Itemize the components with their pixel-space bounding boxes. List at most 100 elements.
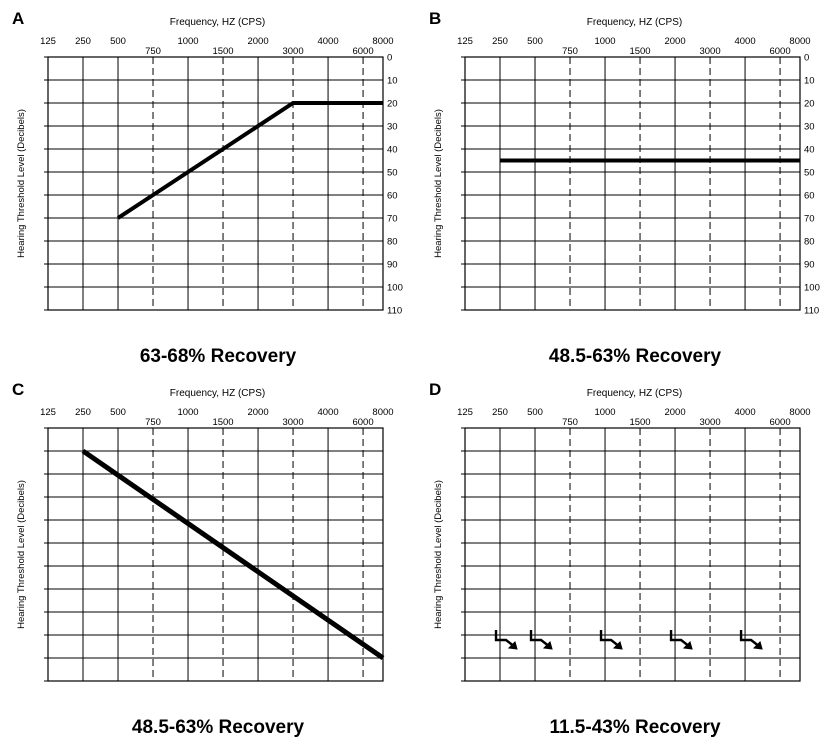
plot-frame [47,56,384,311]
y-tick-label: 110 [387,306,402,317]
y-tick-label: 30 [804,122,815,133]
y-tick-label: 40 [387,145,398,156]
y-tick-label: 60 [804,191,815,202]
x-tick-label: 250 [75,407,91,418]
x-tick-label: 6000 [769,417,790,428]
x-axis-title: Frequency, HZ (CPS) [170,388,265,399]
x-tick-label: 3000 [699,417,720,428]
x-tick-label: 125 [457,407,473,418]
x-tick-label: 500 [527,407,543,418]
x-tick-label: 250 [492,36,508,47]
audiogram-panel-b: B Frequency, HZ (CPS) Hearing Threshold Le… [417,0,833,371]
no-response-marker [599,630,623,650]
x-tick-label: 1500 [212,46,233,57]
y-tick-label: 100 [387,283,403,294]
plot-frame [47,427,384,682]
plot-frame [464,56,801,311]
y-tick-label: 90 [387,260,398,271]
x-tick-label: 2000 [664,36,685,47]
recovery-caption: 48.5-63% Recovery [549,346,722,367]
y-tick-label: 80 [804,237,815,248]
x-tick-label: 8000 [789,407,810,418]
x-tick-label: 250 [75,36,91,47]
audiogram-panel-d: D Frequency, HZ (CPS) Hearing Threshold Le… [417,371,833,742]
x-tick-label: 1000 [177,407,198,418]
x-tick-label: 1000 [594,36,615,47]
x-tick-label: 8000 [372,36,393,47]
no-response-marker [669,630,693,650]
recovery-caption: 63-68% Recovery [140,346,297,367]
panel-letter: B [429,9,441,28]
audiogram-svg: A Frequency, HZ (CPS) Hearing Threshold Le… [12,9,403,367]
x-tick-label: 4000 [317,36,338,47]
series-line [116,101,383,220]
y-axis-title: Hearing Threshold Level (Decibels) [433,109,444,258]
y-tick-label: 40 [804,145,815,156]
x-tick-label: 6000 [352,417,373,428]
recovery-caption: 48.5-63% Recovery [132,717,305,738]
y-tick-label: 110 [804,306,819,317]
x-tick-label: 500 [110,407,126,418]
y-axis-title: Hearing Threshold Level (Decibels) [16,480,27,629]
y-tick-label: 20 [387,99,398,110]
y-axis-title: Hearing Threshold Level (Decibels) [433,480,444,629]
x-tick-label: 1000 [177,36,198,47]
y-axis-title: Hearing Threshold Level (Decibels) [16,109,27,258]
panel-letter: D [429,380,441,399]
x-tick-label: 250 [492,407,508,418]
audiogram-svg: C Frequency, HZ (CPS) Hearing Threshold Le… [12,380,394,738]
audiogram-svg: D Frequency, HZ (CPS) Hearing Threshold Le… [429,380,811,738]
panel-letter: A [12,9,24,28]
x-tick-label: 4000 [734,36,755,47]
audiogram-panel-c: C Frequency, HZ (CPS) Hearing Threshold Le… [0,371,416,742]
recovery-caption: 11.5-43% Recovery [549,717,721,738]
no-response-marker [494,630,518,650]
x-tick-label: 3000 [282,417,303,428]
x-axis-title: Frequency, HZ (CPS) [170,17,265,28]
x-tick-label: 4000 [734,407,755,418]
y-tick-label: 0 [387,53,392,64]
x-tick-label: 750 [145,46,161,57]
y-tick-label: 50 [804,168,815,179]
y-tick-label: 70 [387,214,398,225]
x-tick-label: 3000 [699,46,720,57]
y-tick-label: 80 [387,237,398,248]
y-tick-label: 10 [387,76,398,87]
x-tick-label: 500 [527,36,543,47]
y-tick-label: 100 [804,283,820,294]
y-tick-label: 0 [804,53,809,64]
x-tick-label: 125 [457,36,473,47]
x-tick-label: 2000 [664,407,685,418]
series-line [81,448,385,661]
y-tick-label: 50 [387,168,398,179]
y-tick-label: 20 [804,99,815,110]
no-response-marker [529,630,553,650]
x-tick-label: 750 [562,46,578,57]
x-tick-label: 2000 [247,407,268,418]
audiogram-svg: B Frequency, HZ (CPS) Hearing Threshold Le… [429,9,820,367]
x-tick-label: 1500 [629,417,650,428]
y-tick-label: 60 [387,191,398,202]
x-tick-label: 125 [40,36,56,47]
x-tick-label: 3000 [282,46,303,57]
x-tick-label: 8000 [372,407,393,418]
x-tick-label: 2000 [247,36,268,47]
x-tick-label: 125 [40,407,56,418]
x-tick-label: 1000 [594,407,615,418]
x-tick-label: 750 [145,417,161,428]
x-tick-label: 4000 [317,407,338,418]
no-response-marker [739,630,763,650]
panel-letter: C [12,380,24,399]
y-tick-label: 10 [804,76,815,87]
x-tick-label: 1500 [629,46,650,57]
x-tick-label: 1500 [212,417,233,428]
y-tick-label: 70 [804,214,815,225]
x-tick-label: 6000 [352,46,373,57]
audiogram-panel-a: A Frequency, HZ (CPS) Hearing Threshold Le… [0,0,416,371]
x-tick-label: 8000 [789,36,810,47]
x-tick-label: 500 [110,36,126,47]
x-axis-title: Frequency, HZ (CPS) [587,388,682,399]
x-tick-label: 6000 [769,46,790,57]
y-tick-label: 30 [387,122,398,133]
x-tick-label: 750 [562,417,578,428]
